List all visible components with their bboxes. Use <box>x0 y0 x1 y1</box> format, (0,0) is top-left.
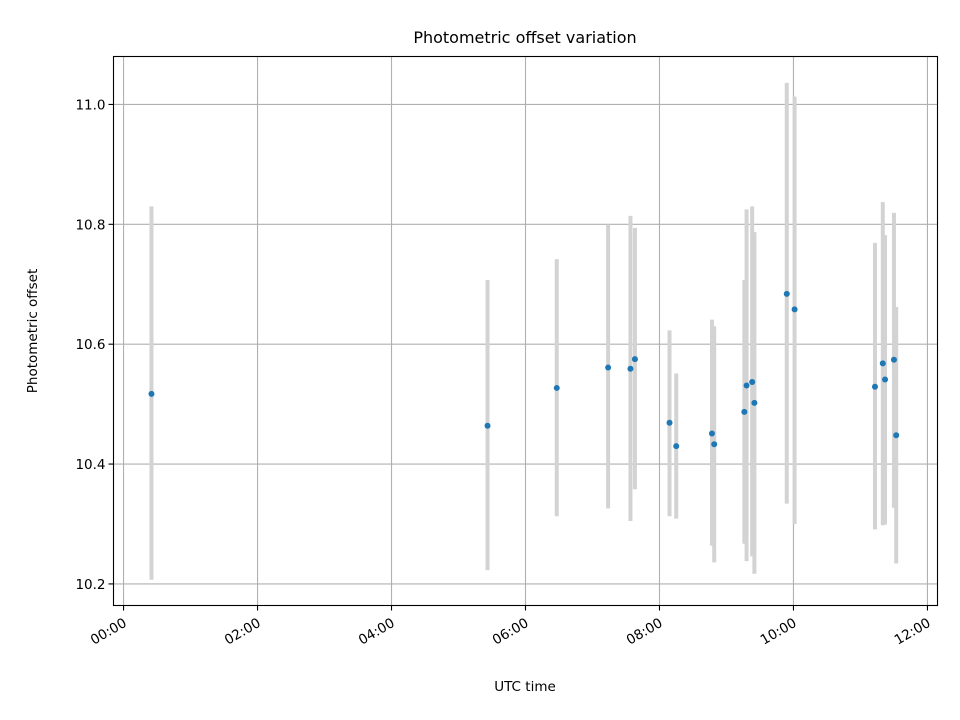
data-point <box>631 356 638 363</box>
data-point <box>882 376 889 383</box>
y-tick-label: 10.6 <box>75 337 105 353</box>
x-tick-label: 02:00 <box>222 615 264 648</box>
data-point <box>708 430 715 437</box>
data-point <box>666 419 673 426</box>
data-point <box>783 290 790 297</box>
data-point <box>879 360 886 367</box>
x-tick-label: 12:00 <box>892 615 934 648</box>
y-tick-label: 10.2 <box>75 577 105 593</box>
chart-title: Photometric offset variation <box>413 28 636 47</box>
x-tick-label: 08:00 <box>624 615 666 648</box>
y-tick-label: 10.4 <box>75 457 105 473</box>
y-tick-label: 11.0 <box>75 97 105 113</box>
data-point <box>749 378 756 385</box>
data-point <box>711 441 718 448</box>
data-point <box>673 443 680 450</box>
x-axis-label: UTC time <box>494 679 556 695</box>
data-point <box>871 383 878 390</box>
data-point <box>791 306 798 313</box>
data-point <box>148 390 155 397</box>
y-tick-label: 10.8 <box>75 217 105 233</box>
data-point <box>627 365 634 372</box>
data-point <box>605 364 612 371</box>
data-point <box>893 432 900 439</box>
data-point <box>484 422 491 429</box>
data-point <box>741 408 748 415</box>
axis-ticks: 00:00 02:00 04:00 06:00 08:00 10:00 12:00 10.2 1… <box>75 97 933 648</box>
x-tick-label: 04:00 <box>356 615 398 648</box>
data-layer <box>148 82 900 580</box>
x-tick-label: 10:00 <box>758 615 800 648</box>
data-point <box>553 384 560 391</box>
data-point <box>743 382 750 389</box>
y-axis-label: Photometric offset <box>25 269 41 393</box>
grid <box>113 56 938 606</box>
data-point <box>751 399 758 406</box>
data-point <box>890 356 897 363</box>
x-tick-label: 06:00 <box>490 615 532 648</box>
x-tick-label: 00:00 <box>88 615 130 648</box>
